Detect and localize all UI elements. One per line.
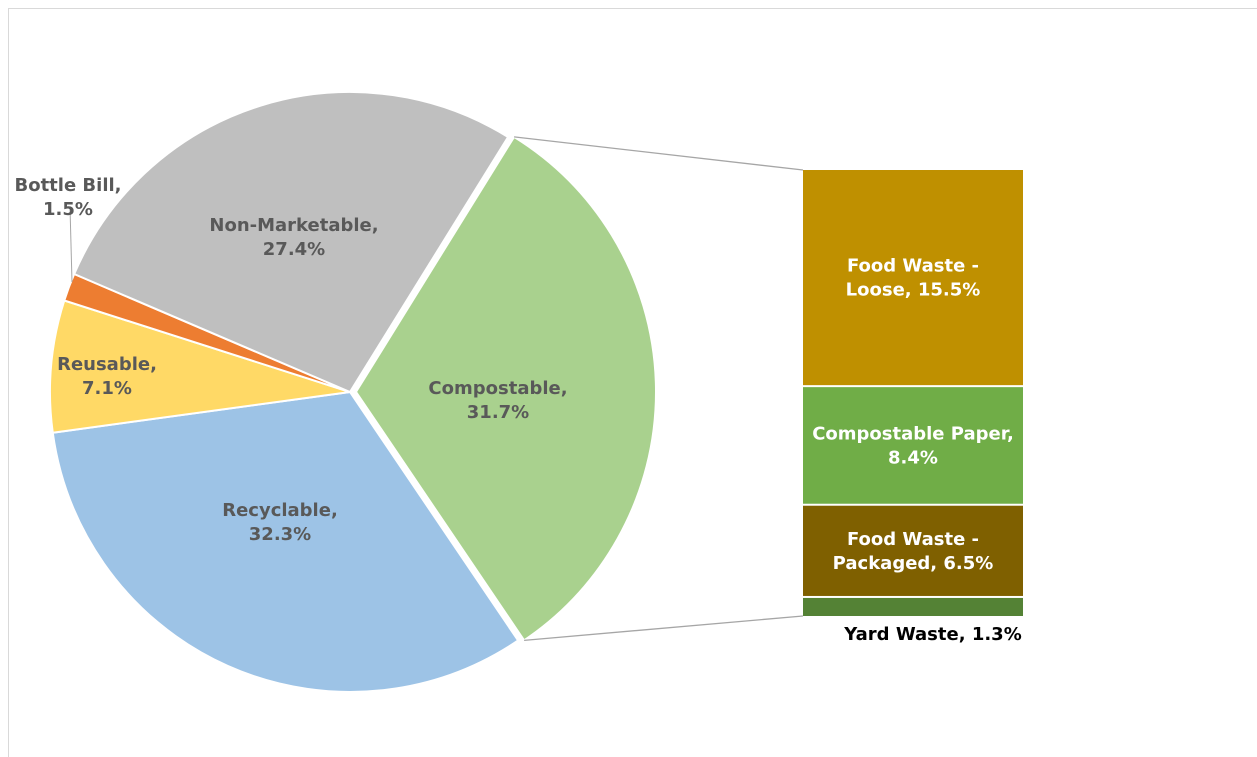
pie-slice-recyclable: [51, 390, 520, 693]
connector-line-bottom: [524, 615, 804, 642]
pie-label-recyclable: Recyclable, 32.3%: [222, 500, 338, 545]
bar-label-compostable-paper: Compostable Paper, 8.4%: [812, 423, 1014, 468]
pie-label-non-marketable: Non-Marketable, 27.4%: [209, 215, 378, 260]
pie-slice-non-marketable: [72, 91, 510, 394]
pie-label-bottle-bill: Bottle Bill, 1.5%: [14, 175, 121, 220]
connector-line-top: [514, 136, 804, 171]
bar-label-yard-waste: Yard Waste, 1.3%: [843, 624, 1021, 645]
pie-label-reusable: Reusable, 7.1%: [57, 354, 157, 399]
chart-frame: [8, 8, 1257, 757]
bar-segment-yard-waste: [803, 597, 1023, 616]
pie-slice-compostable: [354, 135, 657, 642]
bar-label-food-waste-loose: Food Waste -Loose, 15.5%: [846, 256, 981, 301]
bottle-bill-leader-line: [69, 206, 73, 283]
bar-segment-compostable-paper: [803, 387, 1023, 504]
bar-segment-food-waste-loose: [803, 170, 1023, 386]
pie-slice-reusable: [49, 299, 351, 434]
pie-label-compostable: Compostable, 31.7%: [428, 378, 567, 423]
bar-segment-food-waste-packaged: [803, 505, 1023, 596]
bar-label-food-waste-packaged: Food Waste -Packaged, 6.5%: [833, 529, 994, 574]
